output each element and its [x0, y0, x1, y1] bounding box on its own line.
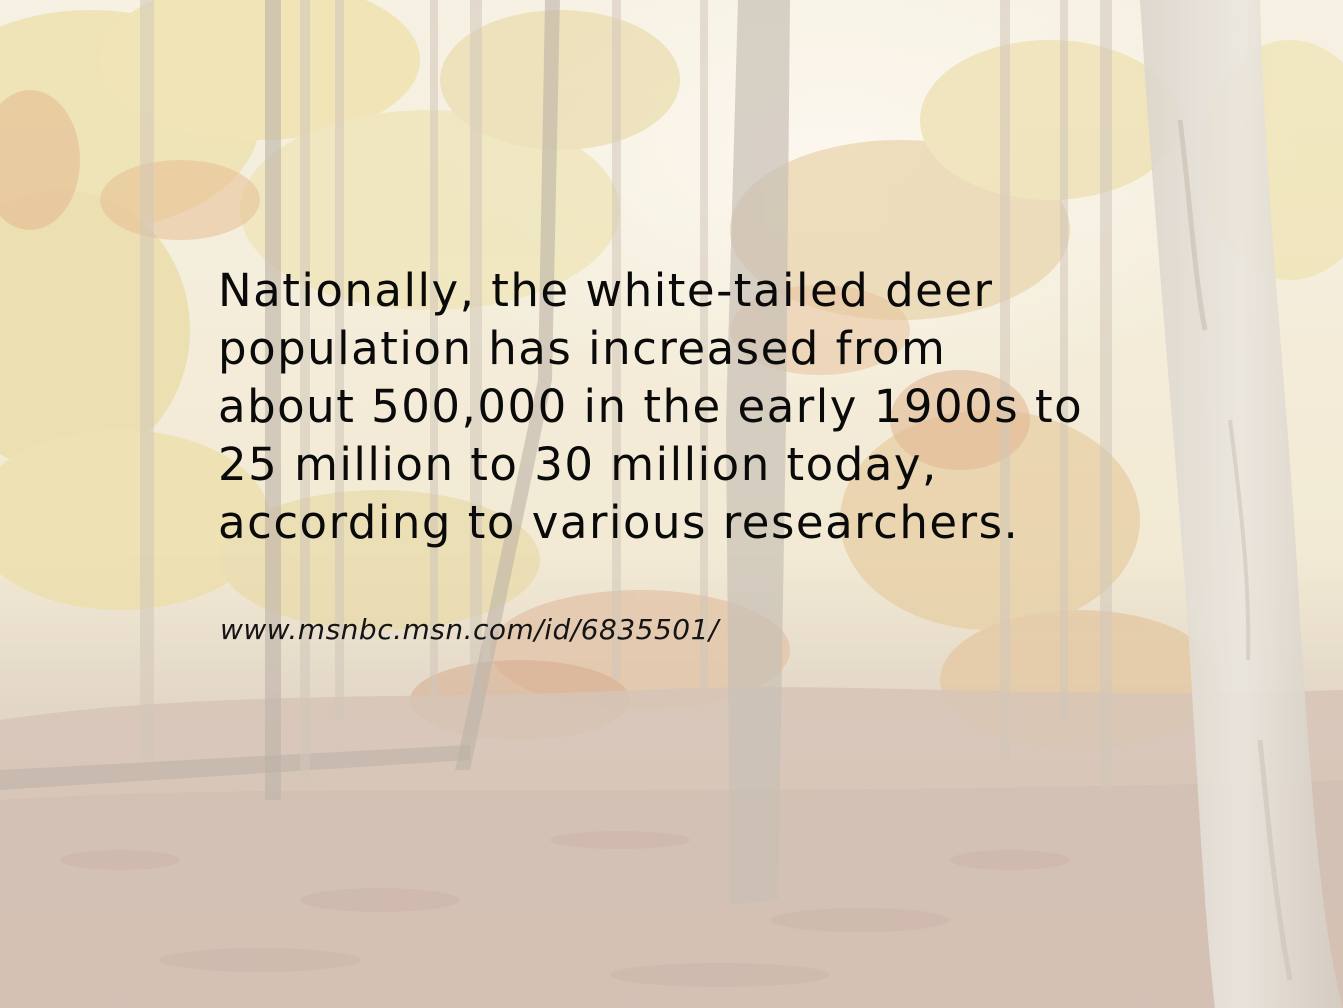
source-url-link[interactable]: www.msnbc.msn.com/id/6835501/ — [220, 613, 719, 646]
slide-body-text: Nationally, the white-tailed deer popula… — [218, 264, 1084, 549]
